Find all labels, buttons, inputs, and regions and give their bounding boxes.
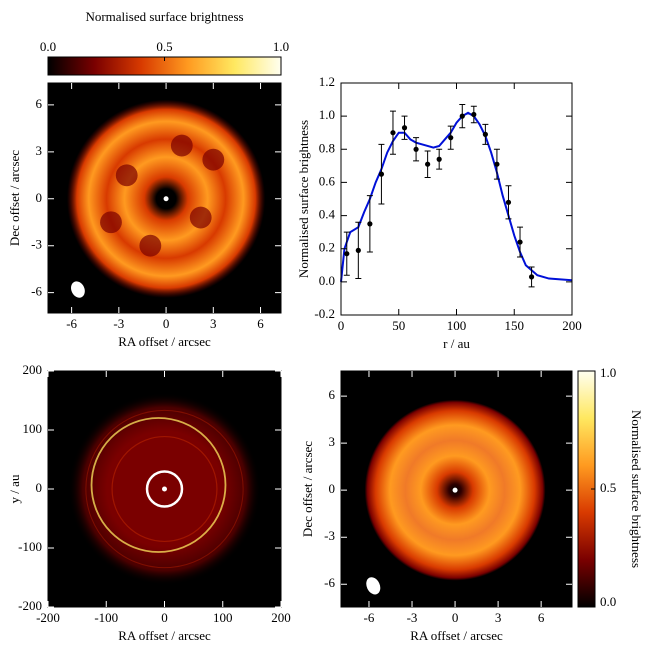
data-point — [482, 131, 488, 137]
data-point — [425, 161, 431, 167]
emission-gap — [202, 148, 225, 171]
x-tick-label: 0 — [163, 316, 170, 331]
axes-frame — [340, 82, 573, 316]
y-axis-label: y / au — [7, 474, 22, 503]
emission-gap — [139, 234, 162, 257]
colorbar-tick-label: 1.0 — [273, 39, 289, 54]
y-tick-label: -3 — [31, 237, 42, 252]
y-tick-label: 0.4 — [319, 207, 336, 222]
y-tick-label: 200 — [23, 362, 43, 377]
data-point — [505, 199, 512, 205]
star — [452, 487, 458, 493]
x-tick-label: 200 — [271, 610, 291, 625]
x-tick-label: -6 — [66, 316, 77, 331]
image — [48, 371, 281, 607]
data-point — [471, 111, 477, 118]
star — [163, 196, 169, 202]
y-tick-label: -6 — [324, 575, 335, 590]
colorbar-tick-label: 0.5 — [600, 480, 616, 495]
x-tick-label: -200 — [36, 610, 60, 625]
y-tick-label: 6 — [36, 96, 43, 111]
model-line — [340, 111, 573, 282]
beam — [366, 577, 381, 595]
data-point — [517, 239, 523, 245]
data-point — [436, 156, 442, 162]
y-tick-label: -3 — [324, 528, 335, 543]
colorbar-label: Normalised surface brightness — [629, 410, 644, 568]
x-tick-label: 0 — [161, 610, 168, 625]
x-tick-label: 200 — [562, 318, 582, 333]
x-tick-label: -3 — [113, 316, 124, 331]
y-tick-label: 0 — [36, 480, 43, 495]
axes-frame — [47, 82, 282, 314]
x-axis-label: r / au — [443, 336, 470, 351]
colorbar-label: Normalised surface brightness — [85, 9, 243, 24]
data-point — [344, 251, 350, 257]
x-tick-label: 100 — [447, 318, 467, 333]
y-axis-label: Normalised surface brightness — [296, 120, 311, 278]
image — [341, 371, 572, 607]
x-tick-label: 0 — [338, 318, 345, 333]
y-tick-label: -0.2 — [314, 306, 335, 321]
y-tick-label: 0 — [36, 190, 43, 205]
data-point — [494, 161, 500, 167]
data-point — [413, 146, 419, 152]
x-tick-label: 3 — [210, 316, 217, 331]
image — [48, 83, 281, 313]
emission-gap — [189, 206, 212, 229]
x-tick-label: 6 — [538, 610, 545, 625]
y-tick-label: 0 — [329, 481, 336, 496]
ring — [90, 417, 227, 553]
emission-gap — [170, 134, 193, 157]
y-tick-label: -100 — [18, 539, 42, 554]
data-point — [401, 125, 408, 131]
marker-circle — [145, 470, 184, 508]
data-point — [355, 247, 361, 253]
y-tick-label: 1.0 — [319, 107, 335, 122]
y-axis-label: Dec offset / arcsec — [300, 441, 315, 537]
star — [162, 486, 167, 492]
emission-gap — [100, 211, 122, 234]
x-axis-label: RA offset / arcsec — [118, 628, 211, 643]
axes-frame — [340, 370, 573, 608]
data-point — [378, 171, 385, 177]
y-tick-label: 3 — [329, 434, 336, 449]
x-tick-label: 100 — [213, 610, 233, 625]
colorbar-tick-label: 0.0 — [600, 594, 616, 609]
y-tick-label: 6 — [329, 387, 336, 402]
y-tick-label: 1.2 — [319, 74, 335, 89]
y-tick-label: 0.8 — [319, 140, 335, 155]
x-tick-label: 6 — [257, 316, 264, 331]
y-tick-label: 100 — [23, 421, 43, 436]
x-tick-label: 3 — [495, 610, 502, 625]
x-tick-label: 0 — [452, 610, 459, 625]
x-tick-label: 50 — [392, 318, 405, 333]
x-tick-label: 150 — [505, 318, 525, 333]
colorbar-tick-label: 0.5 — [156, 39, 172, 54]
y-tick-label: 0.0 — [319, 273, 335, 288]
y-tick-label: -6 — [31, 284, 42, 299]
y-tick-label: 0.6 — [319, 173, 336, 188]
y-tick-label: 3 — [36, 143, 43, 158]
emission-gap — [115, 164, 138, 187]
data-point — [459, 113, 465, 119]
data-point — [367, 221, 373, 227]
y-axis-label: Dec offset / arcsec — [7, 150, 22, 246]
beam — [71, 281, 85, 298]
x-tick-label: -6 — [364, 610, 375, 625]
x-tick-label: -100 — [94, 610, 118, 625]
y-tick-label: 0.2 — [319, 240, 335, 255]
x-axis-label: RA offset / arcsec — [410, 628, 503, 643]
y-tick-label: -200 — [18, 598, 42, 613]
ring — [111, 435, 218, 543]
data-point — [528, 274, 535, 280]
x-axis-label: RA offset / arcsec — [118, 334, 211, 349]
colorbar-tick-label: 0.0 — [40, 39, 56, 54]
colorbar-tick-label: 1.0 — [600, 365, 616, 380]
data-point — [390, 130, 396, 136]
data-point — [448, 135, 454, 141]
ring — [85, 409, 244, 569]
x-tick-label: -3 — [407, 610, 418, 625]
